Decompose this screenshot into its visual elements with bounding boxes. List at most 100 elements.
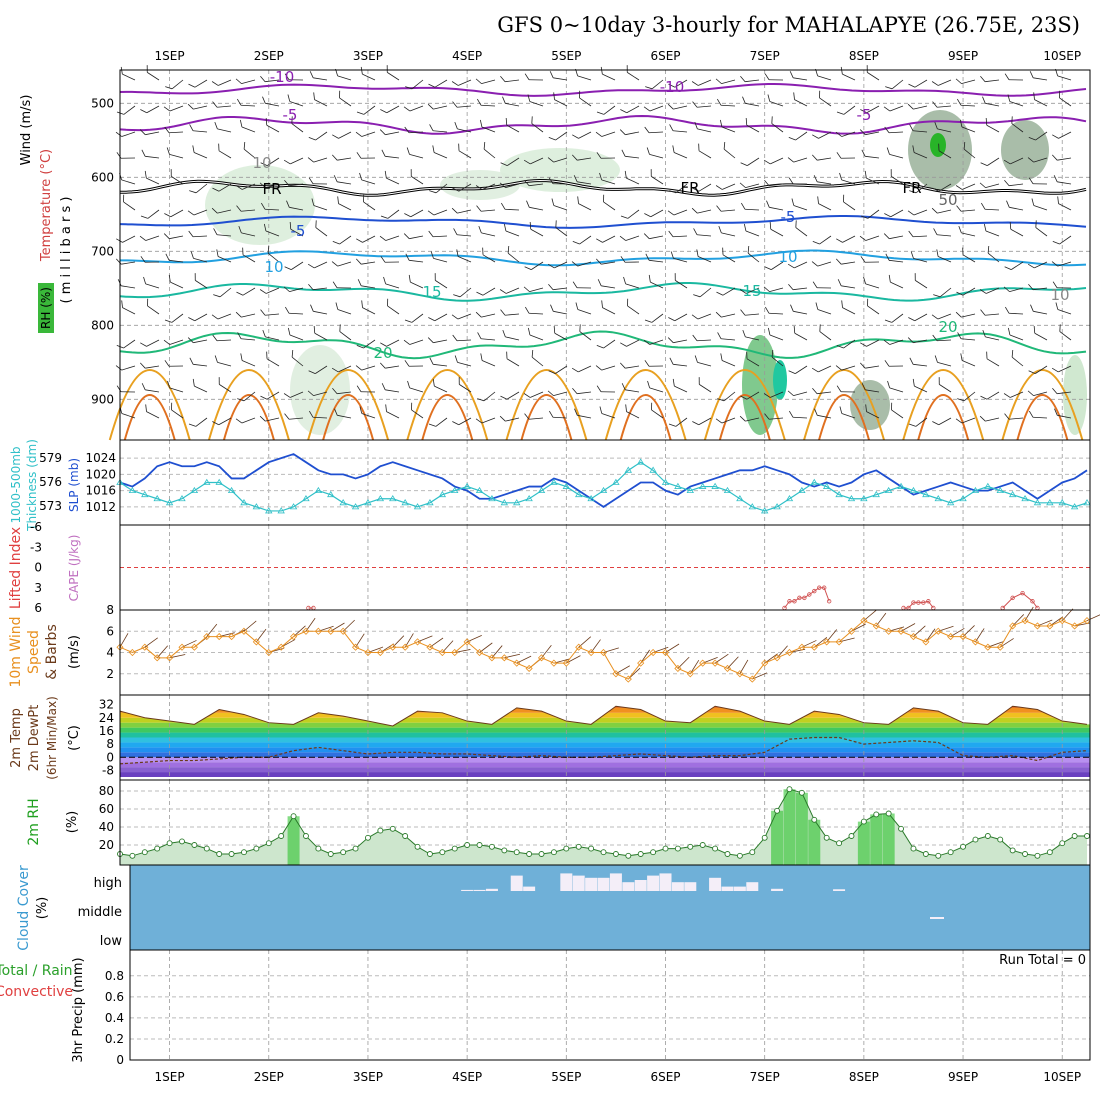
wind-barb-staff — [889, 105, 904, 112]
wind-barb-staff — [385, 365, 400, 369]
wind-barb-flag — [985, 117, 988, 126]
rh-marker — [984, 833, 991, 839]
wind-barb — [529, 221, 544, 237]
wind-barb-staff — [1059, 331, 1072, 341]
wind-speed-marker — [996, 643, 1004, 651]
wind-barb-staff — [553, 310, 568, 315]
wind-barb-staff — [456, 339, 472, 342]
wind-barb-flag — [308, 177, 314, 184]
wind-barb — [596, 385, 616, 393]
wind-barb-staff — [867, 72, 880, 81]
wind-barb — [167, 380, 184, 393]
wind-barb — [429, 124, 448, 133]
thickness-marker — [984, 482, 992, 489]
wind-barb-staff — [817, 157, 832, 161]
wind-barb-staff — [673, 105, 688, 110]
wind-barb — [236, 205, 256, 212]
wind-barb-flag — [432, 145, 435, 153]
wind-barb-flag — [574, 408, 578, 416]
wind-barb-flag — [529, 221, 532, 230]
wind-barb-staff — [313, 391, 328, 397]
wind-barb-staff — [482, 287, 496, 296]
cloud-high-bar — [647, 875, 660, 891]
wind-barb-staff — [337, 414, 352, 419]
wind-barb — [260, 309, 280, 316]
wind-barb-flag — [476, 205, 482, 212]
wind-barb-staff — [771, 356, 784, 367]
thickness-marker — [661, 478, 670, 485]
wind-barb-10m — [1024, 606, 1034, 621]
rh-shading — [742, 335, 778, 435]
wind-barb — [1004, 413, 1024, 420]
wind-barb-flag — [983, 223, 987, 232]
wind-barb-staff — [457, 209, 472, 214]
wind-barb-staff — [721, 417, 736, 424]
wind-barb — [1030, 304, 1048, 315]
wind-barb-staff — [865, 283, 880, 289]
wind-barb — [573, 175, 592, 185]
wind-speed-marker — [612, 670, 620, 678]
wind-barb-staff — [434, 313, 448, 322]
wind-barb-flag — [505, 117, 508, 126]
wind-barb-flag — [1052, 387, 1058, 394]
isotherm-30-arch — [421, 394, 474, 441]
wind-barb — [429, 183, 448, 194]
wind-barb-flag — [214, 355, 218, 363]
wind-barb-staff — [1011, 356, 1024, 367]
wind-barb-staff — [914, 313, 928, 322]
wind-barb — [575, 302, 592, 315]
wind-barb-staff — [649, 387, 664, 393]
wind-barb — [355, 365, 376, 371]
wind-barb-staff — [194, 385, 208, 393]
wind-barb-flag — [667, 103, 674, 110]
wind-barb-staff — [554, 99, 568, 107]
wind-barb-flag — [909, 357, 914, 365]
wind-barb — [479, 119, 496, 133]
wind-barb-staff — [626, 105, 640, 114]
wind-barb-staff — [314, 261, 328, 269]
rh-marker — [129, 852, 136, 859]
wind-speed-marker — [686, 670, 694, 678]
thickness-tick-label: 573 — [39, 499, 62, 513]
wind-barb-staff — [528, 312, 544, 315]
thickness-marker — [773, 503, 781, 510]
wind-barb-flag — [243, 141, 246, 150]
wind-barb-flag — [819, 90, 821, 98]
wind-speed-marker — [860, 617, 868, 625]
wind-barb-staff — [171, 313, 184, 323]
wind-barb-10m — [665, 643, 680, 653]
wind-barb — [551, 198, 568, 211]
wind-barb-flag — [452, 187, 460, 192]
wind-barb-staff — [601, 365, 616, 371]
wind-barb-flag — [692, 421, 699, 426]
wind-barb-flag — [480, 353, 483, 361]
wind-barb-flag — [548, 283, 554, 290]
wind-barb-flag — [835, 258, 842, 265]
wind-barb-flag — [742, 329, 746, 337]
wind-barb-flag — [307, 390, 314, 396]
wind-barb — [914, 273, 928, 289]
thickness-marker — [835, 490, 843, 498]
wind-barb-flag — [139, 129, 146, 135]
wind-barb-staff — [505, 313, 520, 316]
wind-barb-flag — [669, 357, 674, 365]
precip-tick-label: 0.2 — [105, 1032, 124, 1046]
wind-barb-staff — [121, 413, 136, 419]
wind-barb-flag — [404, 213, 411, 218]
wind-barb-flag — [980, 75, 986, 82]
wind-barb — [692, 334, 712, 342]
wind-barb — [596, 339, 616, 349]
wind-barb-flag — [698, 377, 700, 385]
isotherm-25-arch — [803, 369, 885, 441]
wind-speed-marker — [934, 627, 942, 635]
wind-barb — [164, 360, 184, 367]
wind-barb — [890, 169, 904, 185]
wind-barb — [480, 353, 496, 367]
wind-barb-flag — [771, 116, 773, 124]
wind-barb-staff — [170, 281, 184, 289]
wind-barb — [265, 117, 280, 133]
wind-barb-flag — [908, 230, 914, 237]
wind-barb-staff — [602, 235, 616, 243]
thickness-marker — [500, 499, 509, 506]
wind-barb-flag — [884, 213, 891, 218]
